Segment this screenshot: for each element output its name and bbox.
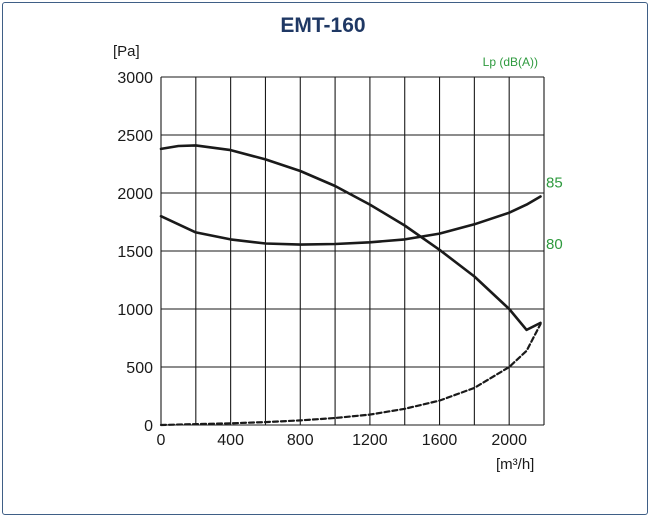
curve-series-2	[159, 195, 542, 246]
x-tick-label: 2000	[491, 432, 527, 449]
curve-series-3	[159, 323, 542, 427]
y-tick-label: 500	[126, 360, 153, 377]
y-tick-label: 2500	[117, 128, 153, 145]
sound-level-label: 85	[546, 175, 563, 192]
y-tick-labels: 0 500 1000 1500 2000 2500 3000	[117, 70, 153, 435]
x-tick-label: 1200	[352, 432, 388, 449]
x-tick-label: 0	[157, 432, 166, 449]
sound-level-label: 80	[546, 236, 563, 253]
curves	[159, 144, 542, 427]
y-tick-label: 0	[144, 418, 153, 435]
x-axis-label: [m³/h]	[496, 456, 534, 473]
y-tick-label: 1000	[117, 302, 153, 319]
x-tick-label: 1600	[422, 432, 458, 449]
sound-level-labels: 85 80	[546, 175, 563, 253]
chart-frame	[2, 2, 648, 515]
y-tick-label: 2000	[117, 186, 153, 203]
sound-level-axis-label: Lp (dB(A))	[483, 55, 538, 69]
x-tick-label: 800	[287, 432, 314, 449]
y-tick-label: 3000	[117, 70, 153, 87]
grid	[160, 76, 545, 426]
y-tick-label: 1500	[117, 244, 153, 261]
y-axis-label: [Pa]	[113, 43, 140, 60]
x-tick-label: 400	[217, 432, 244, 449]
curve-series-1	[159, 144, 542, 332]
x-tick-labels: 0 400 800 1200 1600 2000	[157, 432, 528, 449]
chart-title: EMT-160	[280, 14, 365, 37]
